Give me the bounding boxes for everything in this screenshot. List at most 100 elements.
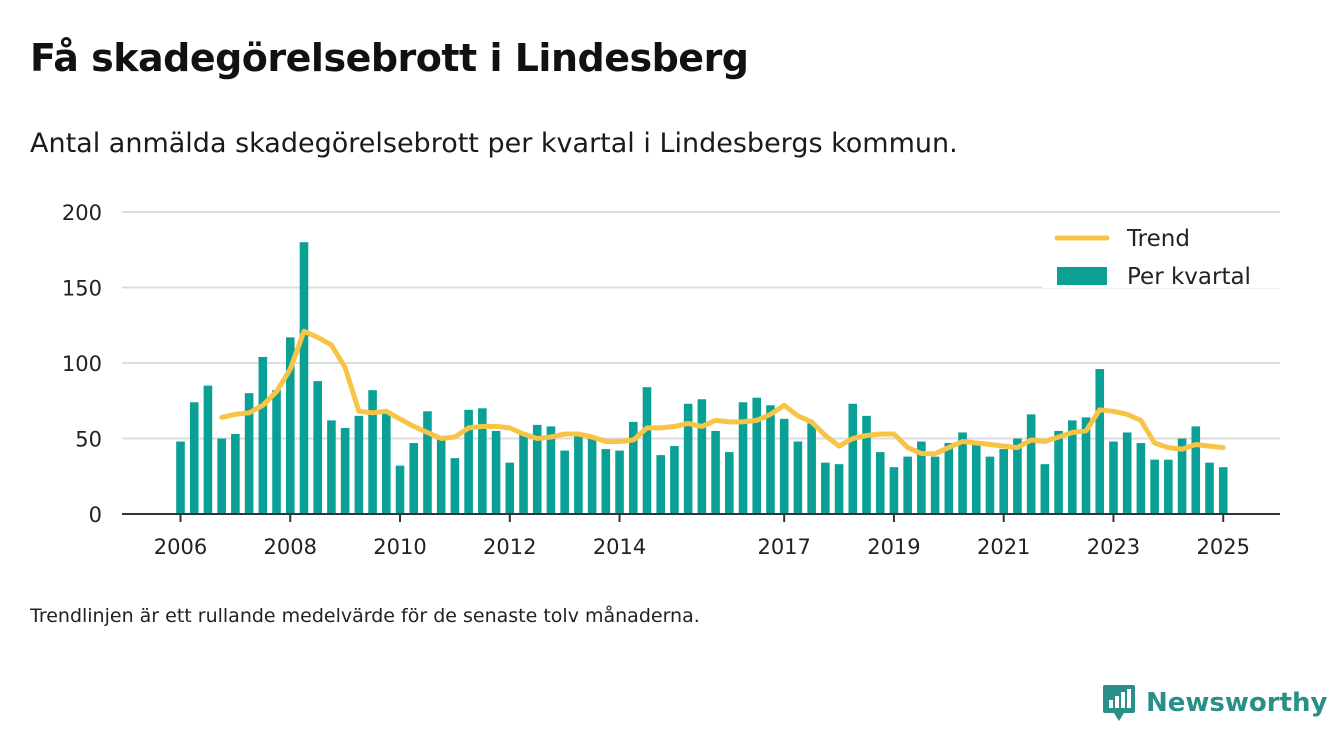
brand-name: Newsworthy bbox=[1146, 688, 1328, 718]
footnote: Trendlinjen är ett rullande medelvärde f… bbox=[30, 605, 700, 627]
bar bbox=[519, 433, 528, 514]
x-tick-label: 2021 bbox=[977, 535, 1030, 559]
x-tick-label: 2008 bbox=[264, 535, 317, 559]
bar bbox=[478, 408, 487, 514]
bar bbox=[1177, 438, 1187, 514]
bar bbox=[656, 455, 665, 514]
bar bbox=[244, 393, 254, 514]
bar bbox=[505, 462, 515, 514]
bar bbox=[875, 452, 885, 514]
bar bbox=[258, 356, 268, 514]
newsworthy-logo-icon bbox=[1103, 685, 1135, 721]
bar bbox=[1026, 414, 1036, 514]
bar bbox=[423, 411, 432, 514]
y-tick-label: 200 bbox=[62, 201, 102, 225]
bar bbox=[944, 443, 954, 514]
bar bbox=[1054, 430, 1063, 514]
bar bbox=[711, 430, 720, 514]
bar bbox=[601, 449, 611, 514]
bar bbox=[628, 421, 638, 514]
bar bbox=[574, 435, 583, 514]
legend-bar-label: Per kvartal bbox=[1127, 264, 1251, 290]
bar bbox=[189, 402, 199, 514]
bar bbox=[560, 450, 569, 514]
bar bbox=[313, 381, 322, 514]
bar bbox=[395, 465, 405, 514]
bar bbox=[985, 456, 995, 514]
bar bbox=[725, 452, 734, 514]
bar bbox=[1040, 464, 1050, 514]
bar bbox=[1081, 417, 1091, 514]
x-tick-label: 2017 bbox=[757, 535, 810, 559]
bar bbox=[821, 462, 830, 514]
bar bbox=[491, 430, 501, 514]
bar bbox=[1164, 459, 1173, 514]
x-tick-label: 2010 bbox=[373, 535, 426, 559]
bar bbox=[930, 456, 940, 514]
bar bbox=[285, 337, 295, 514]
chart-subtitle: Antal anmälda skadegörelsebrott per kvar… bbox=[30, 128, 958, 159]
bar bbox=[999, 449, 1008, 514]
y-tick-label: 50 bbox=[75, 428, 102, 452]
trend-line bbox=[219, 328, 1226, 457]
bar bbox=[1095, 369, 1105, 514]
y-tick-label: 150 bbox=[62, 277, 102, 301]
bar bbox=[340, 427, 350, 514]
bar bbox=[587, 438, 597, 514]
bar bbox=[1205, 462, 1214, 514]
bar bbox=[231, 433, 240, 514]
bar bbox=[793, 441, 803, 514]
bar bbox=[464, 409, 473, 514]
bar bbox=[368, 390, 377, 514]
bar bbox=[917, 441, 926, 514]
bar bbox=[670, 446, 679, 514]
x-tick-label: 2023 bbox=[1087, 535, 1140, 559]
x-tick-label: 2012 bbox=[483, 535, 536, 559]
bar bbox=[848, 403, 858, 514]
bar bbox=[889, 467, 899, 514]
bar bbox=[697, 399, 707, 514]
bar bbox=[1218, 467, 1228, 514]
bar bbox=[642, 387, 652, 514]
bar bbox=[834, 464, 844, 514]
bar bbox=[1013, 438, 1022, 514]
bar bbox=[807, 423, 816, 514]
legend-trend-label: Trend bbox=[1126, 226, 1190, 252]
bar bbox=[1150, 459, 1159, 514]
bar bbox=[354, 415, 364, 514]
x-tick-label: 2025 bbox=[1196, 535, 1249, 559]
bar bbox=[1191, 426, 1201, 514]
bar bbox=[862, 415, 871, 514]
bar bbox=[1109, 441, 1118, 514]
y-tick-label: 0 bbox=[89, 503, 102, 527]
bar bbox=[203, 385, 213, 514]
bar bbox=[382, 411, 391, 514]
x-tick-label: 2014 bbox=[593, 535, 646, 559]
chart-title: Få skadegörelsebrott i Lindesberg bbox=[30, 36, 749, 80]
bar bbox=[971, 441, 981, 514]
bar bbox=[738, 402, 748, 514]
bar bbox=[779, 418, 789, 514]
y-tick-label: 100 bbox=[62, 352, 102, 376]
bar bbox=[532, 424, 542, 514]
bar bbox=[1122, 432, 1132, 514]
chart-area: 0 50 100 150 200 2006 2008 2010 2012 2014 2017 2019… bbox=[62, 201, 1280, 559]
bar bbox=[176, 441, 185, 514]
bar bbox=[546, 426, 556, 514]
bar bbox=[299, 242, 309, 514]
bar bbox=[272, 390, 281, 514]
x-tick-label: 2006 bbox=[154, 535, 207, 559]
bar bbox=[1068, 420, 1077, 514]
bar bbox=[766, 405, 775, 514]
bar bbox=[903, 456, 912, 514]
legend-bar-swatch bbox=[1057, 267, 1107, 285]
bar bbox=[450, 458, 460, 514]
bar bbox=[436, 438, 446, 514]
bar bbox=[683, 403, 693, 514]
bar bbox=[615, 450, 624, 514]
brand-logo[interactable]: Newsworthy bbox=[1102, 683, 1327, 723]
bar bbox=[1136, 443, 1146, 514]
bar bbox=[752, 397, 762, 514]
bar bbox=[327, 420, 336, 514]
bar bbox=[409, 443, 419, 514]
